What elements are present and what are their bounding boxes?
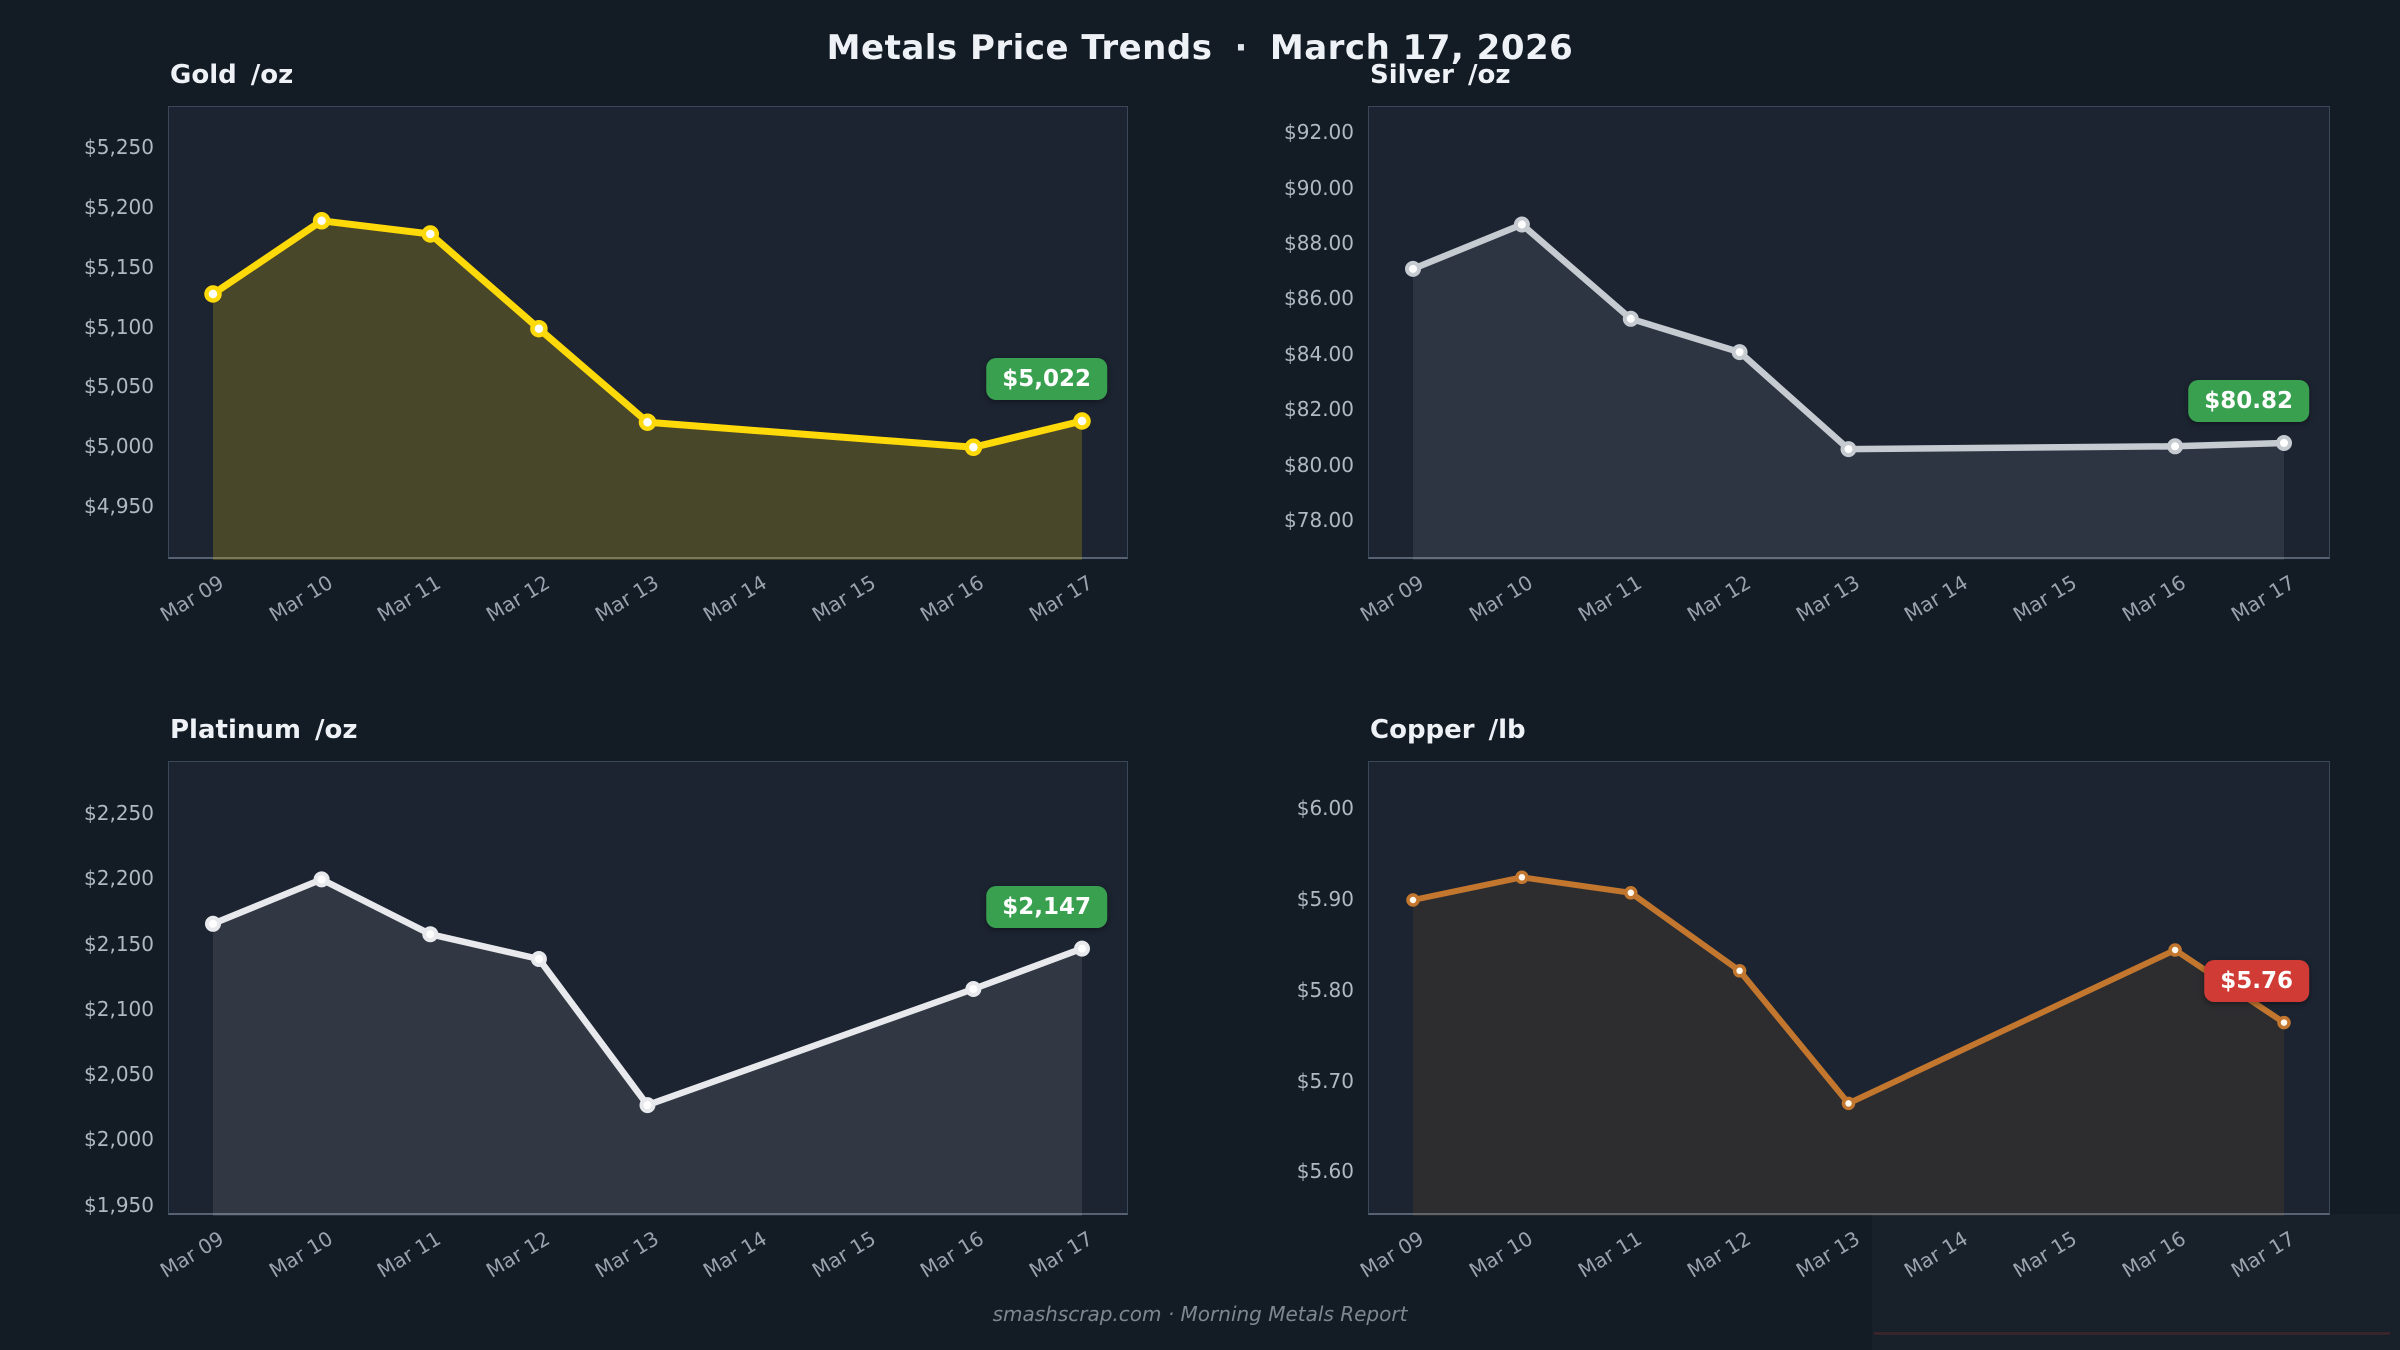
platinum-data-point-marker bbox=[205, 915, 221, 932]
copper-title-text: Copper bbox=[1370, 715, 1475, 745]
platinum-y-tick-label: $2,000 bbox=[84, 1127, 154, 1152]
silver-data-point-marker bbox=[1840, 441, 1857, 458]
copper-y-tick-label: $5.90 bbox=[1296, 887, 1354, 912]
platinum-data-point-marker bbox=[965, 981, 982, 997]
gold-data-point-marker bbox=[421, 225, 440, 243]
gold-y-tick-label: $5,000 bbox=[84, 434, 154, 459]
platinum-data-point-marker bbox=[313, 871, 330, 888]
silver-data-point-marker bbox=[1513, 216, 1530, 233]
copper-data-point-marker bbox=[1406, 893, 1420, 907]
platinum-chart-title: Platinum/oz bbox=[170, 715, 357, 745]
gold-data-point-marker bbox=[638, 413, 657, 431]
silver-y-tick-label: $80.00 bbox=[1284, 452, 1354, 477]
platinum-y-tick-label: $1,950 bbox=[84, 1192, 154, 1217]
gold-line-chart-svg bbox=[204, 212, 1091, 560]
copper-data-point-marker bbox=[2168, 943, 2182, 957]
silver-title-text: Silver bbox=[1370, 60, 1454, 90]
gold-chart-plot bbox=[168, 106, 1128, 560]
silver-title-unit: /oz bbox=[1467, 60, 1511, 90]
gold-title-text: Gold bbox=[170, 60, 237, 90]
page-title: Metals Price Trends · March 17, 2026 bbox=[0, 28, 2400, 68]
platinum-y-tick-label: $2,050 bbox=[84, 1062, 154, 1087]
copper-line-chart-svg bbox=[1406, 870, 2291, 1216]
silver-data-point-marker bbox=[2167, 438, 2184, 455]
gold-y-tick-label: $5,250 bbox=[84, 134, 154, 159]
gold-y-tick-label: $5,150 bbox=[84, 254, 154, 279]
watermark-overlay bbox=[1872, 1214, 2400, 1350]
footer-credit: smashscrap.com · Morning Metals Report bbox=[992, 1302, 1408, 1326]
silver-data-point-marker bbox=[1731, 344, 1748, 361]
page-title-text: Metals Price Trends bbox=[826, 28, 1213, 68]
copper-title-unit: /lb bbox=[1488, 715, 1526, 745]
gold-data-point-marker bbox=[204, 285, 222, 303]
platinum-title-unit: /oz bbox=[314, 715, 358, 745]
copper-y-tick-label: $5.60 bbox=[1296, 1159, 1354, 1184]
silver-y-tick-label: $90.00 bbox=[1284, 175, 1354, 200]
gold-y-tick-label: $5,200 bbox=[84, 194, 154, 219]
gold-title-unit: /oz bbox=[250, 60, 294, 90]
silver-line-chart-svg bbox=[1405, 216, 2292, 560]
silver-y-tick-label: $78.00 bbox=[1284, 508, 1354, 533]
copper-price-badge: $5.76 bbox=[2204, 959, 2309, 1002]
page-title-date: March 17, 2026 bbox=[1269, 28, 1574, 68]
copper-chart-title: Copper/lb bbox=[1370, 715, 1526, 745]
silver-y-tick-label: $92.00 bbox=[1284, 120, 1354, 145]
watermark-underline bbox=[1874, 1332, 2390, 1335]
copper-data-point-marker bbox=[1624, 886, 1638, 900]
silver-data-point-marker bbox=[1622, 310, 1639, 327]
platinum-y-tick-label: $2,200 bbox=[84, 866, 154, 891]
gold-data-point-marker bbox=[964, 438, 983, 457]
copper-y-tick-label: $5.70 bbox=[1296, 1068, 1354, 1093]
silver-y-tick-label: $88.00 bbox=[1284, 230, 1354, 255]
platinum-data-point-marker bbox=[1074, 940, 1090, 957]
platinum-title-text: Platinum bbox=[170, 715, 301, 745]
gold-y-tick-label: $4,950 bbox=[84, 494, 154, 519]
copper-data-point-marker bbox=[1515, 870, 1529, 885]
gold-data-point-marker bbox=[1073, 412, 1091, 430]
copper-data-point-marker bbox=[1732, 964, 1747, 978]
platinum-price-badge: $2,147 bbox=[986, 885, 1107, 928]
platinum-y-tick-label: $2,100 bbox=[84, 996, 154, 1021]
gold-chart-title: Gold/oz bbox=[170, 60, 293, 90]
gold-data-point-marker bbox=[312, 212, 331, 230]
platinum-chart-plot bbox=[168, 761, 1128, 1216]
silver-y-tick-label: $82.00 bbox=[1284, 397, 1354, 422]
copper-data-point-marker bbox=[1841, 1096, 1856, 1111]
copper-chart-plot bbox=[1368, 761, 2330, 1216]
copper-area-fill bbox=[1413, 877, 2284, 1216]
silver-chart-title: Silver/oz bbox=[1370, 60, 1510, 90]
silver-y-tick-label: $86.00 bbox=[1284, 286, 1354, 311]
silver-area-fill bbox=[1413, 224, 2284, 560]
platinum-y-tick-label: $2,250 bbox=[84, 801, 154, 826]
platinum-data-point-marker bbox=[639, 1097, 656, 1114]
gold-price-badge: $5,022 bbox=[986, 357, 1107, 400]
platinum-line-chart-svg bbox=[205, 871, 1090, 1216]
platinum-y-tick-label: $2,150 bbox=[84, 931, 154, 956]
silver-y-tick-label: $84.00 bbox=[1284, 341, 1354, 366]
silver-price-badge: $80.82 bbox=[2188, 380, 2309, 422]
platinum-area-fill bbox=[213, 879, 1082, 1216]
gold-y-tick-label: $5,050 bbox=[84, 374, 154, 399]
gold-area-fill bbox=[213, 220, 1082, 560]
platinum-data-point-marker bbox=[530, 951, 547, 967]
copper-y-tick-label: $6.00 bbox=[1296, 796, 1354, 821]
silver-data-point-marker bbox=[1405, 260, 1421, 277]
gold-y-tick-label: $5,100 bbox=[84, 314, 154, 339]
silver-chart-plot bbox=[1368, 106, 2330, 560]
page-title-separator: · bbox=[1234, 28, 1248, 68]
silver-data-point-marker bbox=[2276, 435, 2292, 451]
platinum-data-point-marker bbox=[422, 926, 439, 943]
gold-data-point-marker bbox=[530, 319, 548, 338]
copper-data-point-marker bbox=[2277, 1015, 2291, 1030]
copper-y-tick-label: $5.80 bbox=[1296, 977, 1354, 1002]
